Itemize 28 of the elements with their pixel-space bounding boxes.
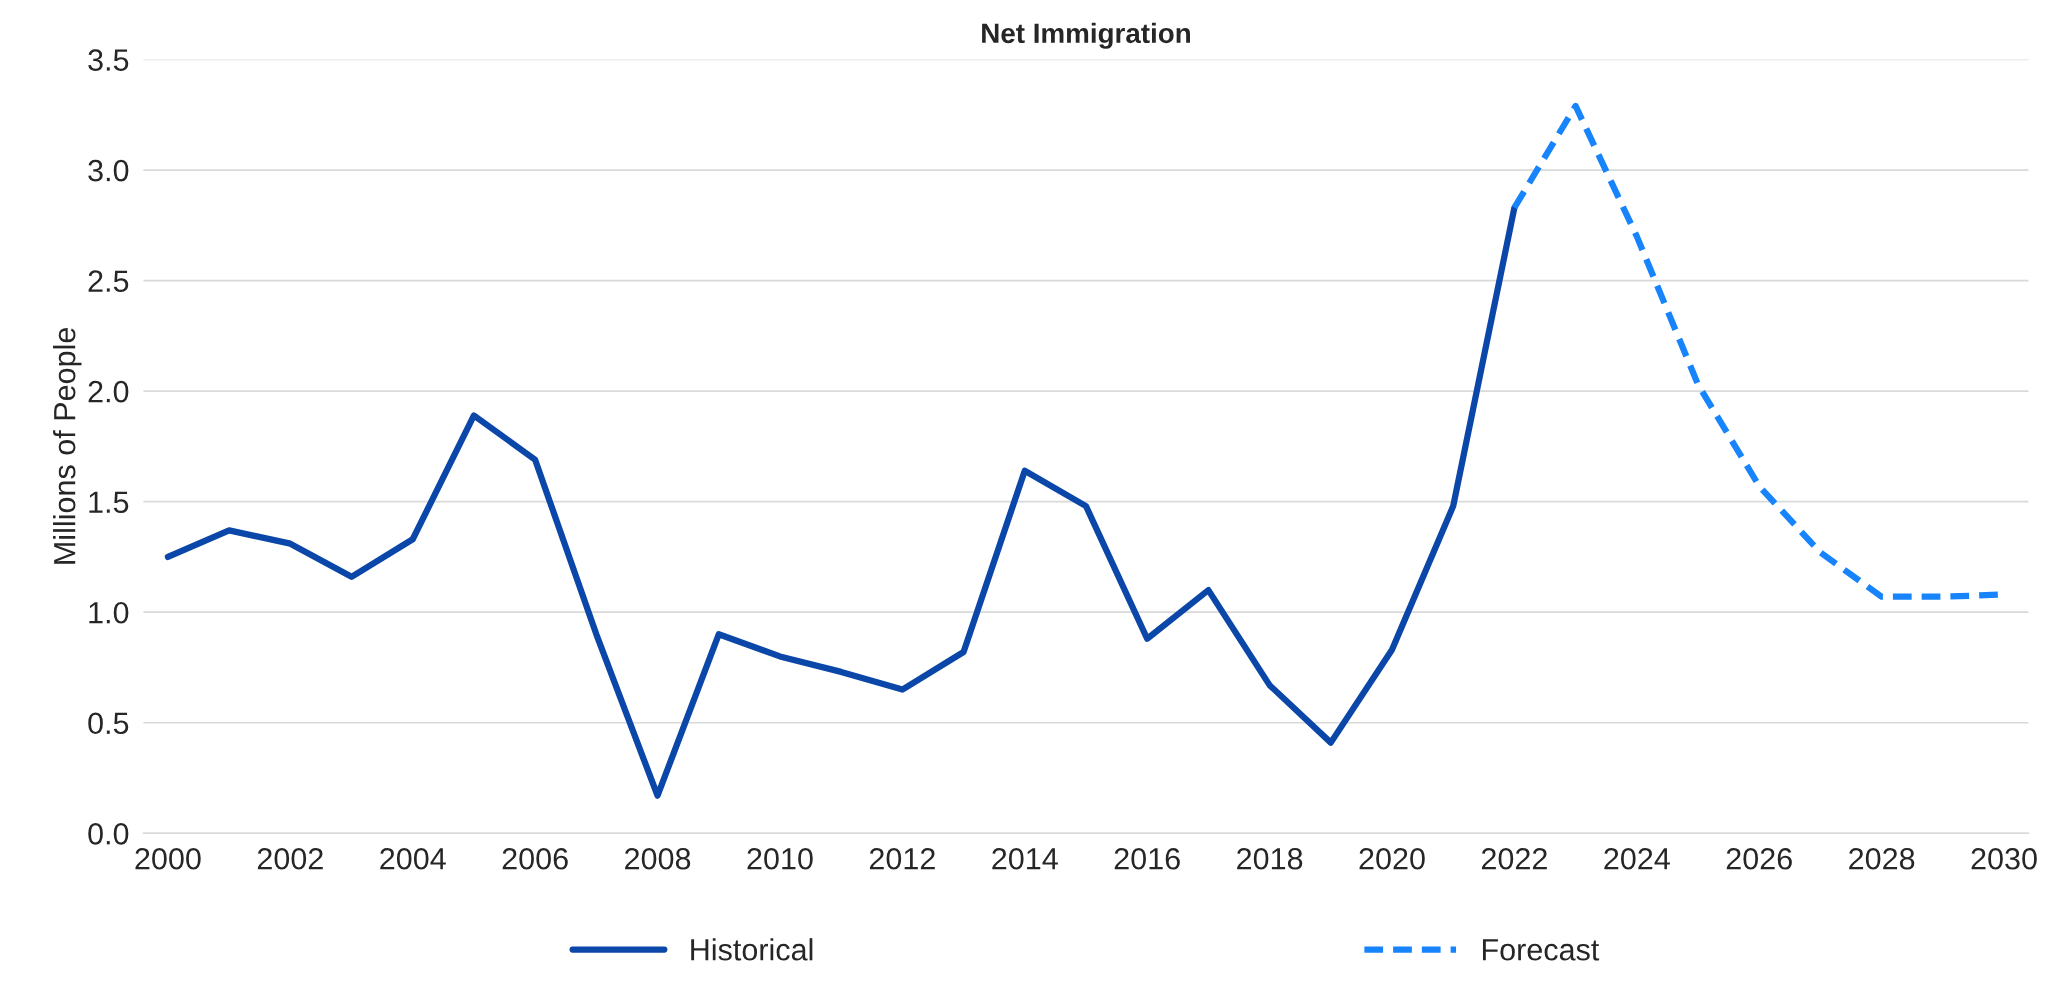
x-tick-label: 2018 <box>1237 847 1303 870</box>
x-tick-label: 2016 <box>1114 847 1180 870</box>
x-tick-label: 2006 <box>502 847 568 870</box>
x-tick-label: 2014 <box>992 847 1058 870</box>
x-tick-label: 2004 <box>380 847 446 870</box>
x-tick-label: 2002 <box>257 847 323 870</box>
chart-title: Net Immigration <box>982 22 1190 49</box>
x-tick-label: 2026 <box>1726 847 1792 870</box>
x-tick-label: 2022 <box>1481 847 1547 870</box>
x-tick-label: 2010 <box>747 847 813 870</box>
x-tick-label: 2024 <box>1604 847 1670 870</box>
legend-label: Forecast <box>1482 939 1600 961</box>
x-tick-label: 2000 <box>135 847 201 870</box>
y-tick-label: 3.5 <box>88 49 129 71</box>
y-tick-label: 0.5 <box>88 712 129 735</box>
y-tick-label: 1.5 <box>89 491 129 514</box>
x-tick-label: 2028 <box>1849 847 1915 870</box>
x-tick-label: 2030 <box>1971 847 2037 870</box>
y-tick-label: 1.0 <box>89 601 129 624</box>
legend-label: Historical <box>691 938 813 961</box>
x-tick-label: 2008 <box>625 847 691 870</box>
y-tick-label: 2.0 <box>88 380 129 403</box>
y-tick-label: 3.0 <box>88 159 129 182</box>
x-tick-label: 2012 <box>869 847 935 870</box>
y-tick-label: 0.0 <box>88 823 129 845</box>
x-tick-label: 2020 <box>1359 847 1425 870</box>
y-tick-label: 2.5 <box>88 270 129 292</box>
y-axis-title: Millions of People <box>53 328 82 564</box>
